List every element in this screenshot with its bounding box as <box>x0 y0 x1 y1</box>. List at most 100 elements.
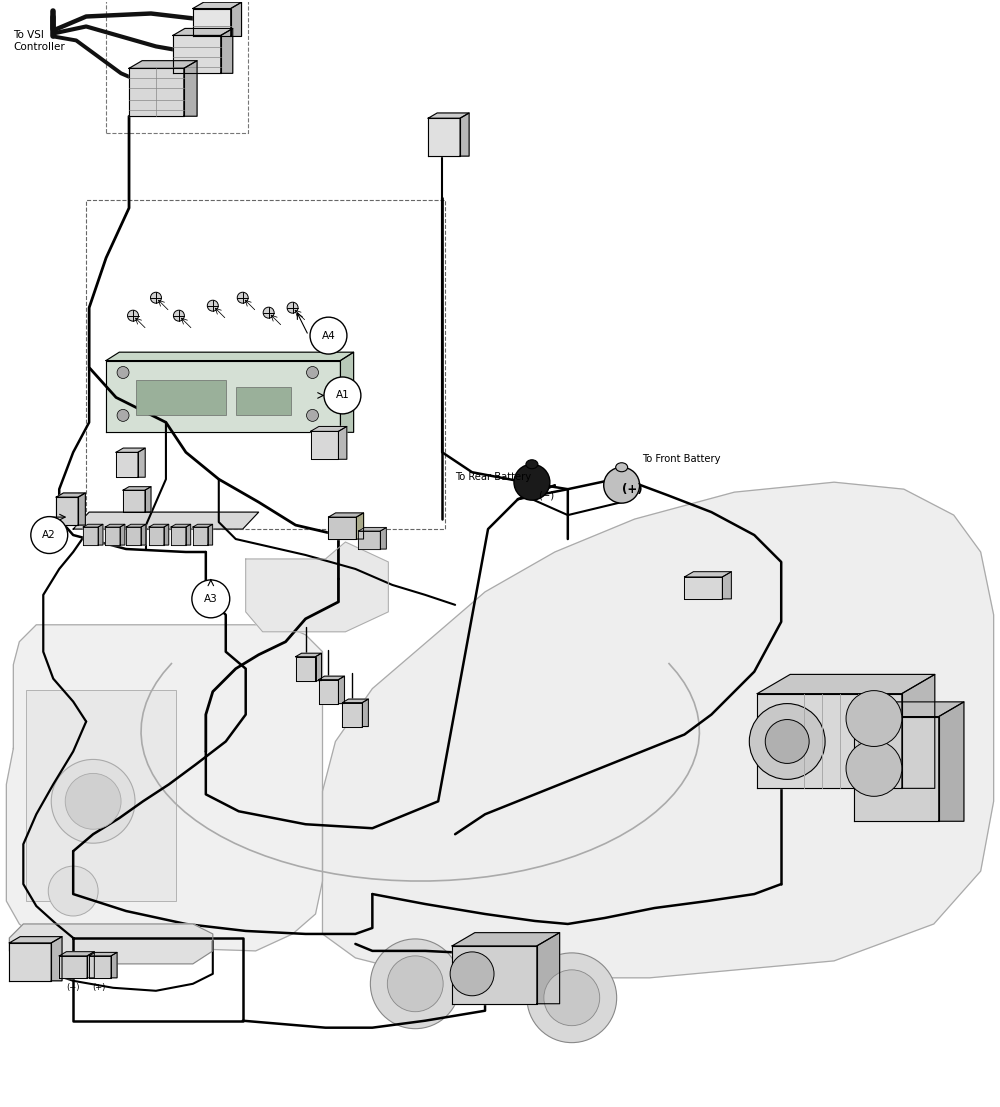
Polygon shape <box>328 513 364 517</box>
Polygon shape <box>460 113 469 156</box>
Polygon shape <box>56 497 78 525</box>
Polygon shape <box>78 493 85 525</box>
Circle shape <box>117 410 129 422</box>
Text: A4: A4 <box>322 331 335 341</box>
Bar <box>106 0 248 133</box>
Polygon shape <box>342 700 368 703</box>
Polygon shape <box>362 700 368 726</box>
Polygon shape <box>186 525 191 545</box>
Circle shape <box>846 741 902 796</box>
Polygon shape <box>316 653 321 681</box>
Polygon shape <box>56 493 85 497</box>
Circle shape <box>263 307 274 318</box>
Polygon shape <box>246 542 388 632</box>
Polygon shape <box>138 448 145 477</box>
Polygon shape <box>184 61 197 116</box>
Polygon shape <box>338 676 344 704</box>
Polygon shape <box>173 35 221 73</box>
Polygon shape <box>684 577 722 599</box>
Polygon shape <box>757 674 935 694</box>
Polygon shape <box>116 448 145 453</box>
Text: To Front Battery: To Front Battery <box>642 454 720 464</box>
Polygon shape <box>311 426 347 432</box>
Polygon shape <box>319 680 338 704</box>
Polygon shape <box>89 952 117 955</box>
Polygon shape <box>358 528 386 531</box>
Text: A2: A2 <box>42 530 56 540</box>
Polygon shape <box>380 528 386 549</box>
Polygon shape <box>145 487 151 513</box>
Circle shape <box>128 310 139 321</box>
Text: A1: A1 <box>336 391 349 401</box>
Polygon shape <box>428 113 469 118</box>
Polygon shape <box>105 527 120 545</box>
Polygon shape <box>296 656 316 681</box>
Polygon shape <box>328 517 356 539</box>
Polygon shape <box>358 531 380 549</box>
Polygon shape <box>340 352 354 433</box>
Circle shape <box>514 464 550 500</box>
Polygon shape <box>111 952 117 977</box>
Polygon shape <box>173 29 233 35</box>
Polygon shape <box>98 525 103 545</box>
Polygon shape <box>83 527 98 545</box>
Polygon shape <box>722 571 731 599</box>
Polygon shape <box>939 702 964 821</box>
Bar <box>26 690 176 901</box>
Circle shape <box>310 318 347 354</box>
Polygon shape <box>171 527 186 545</box>
Circle shape <box>207 300 218 311</box>
Circle shape <box>324 377 361 414</box>
Circle shape <box>527 953 617 1043</box>
Ellipse shape <box>616 463 628 472</box>
Circle shape <box>48 866 98 915</box>
Polygon shape <box>105 525 125 527</box>
Circle shape <box>307 366 319 379</box>
Polygon shape <box>193 527 208 545</box>
Polygon shape <box>123 487 151 490</box>
Circle shape <box>31 517 68 554</box>
Polygon shape <box>59 952 94 955</box>
Polygon shape <box>231 2 242 37</box>
Polygon shape <box>171 525 191 527</box>
Polygon shape <box>537 932 560 1004</box>
Polygon shape <box>311 432 338 459</box>
Circle shape <box>287 302 298 313</box>
Ellipse shape <box>526 459 538 468</box>
Polygon shape <box>9 943 51 981</box>
Circle shape <box>370 939 460 1028</box>
Text: To Rear Battery: To Rear Battery <box>455 473 531 483</box>
Circle shape <box>544 970 600 1026</box>
Polygon shape <box>9 937 62 943</box>
Polygon shape <box>51 937 62 981</box>
Polygon shape <box>452 932 560 945</box>
Polygon shape <box>854 716 939 821</box>
Polygon shape <box>902 674 935 788</box>
Bar <box>136 381 226 415</box>
Bar <box>86 200 445 529</box>
Circle shape <box>173 310 184 321</box>
Polygon shape <box>757 694 902 788</box>
Polygon shape <box>428 118 460 156</box>
Circle shape <box>150 292 161 303</box>
Polygon shape <box>164 525 169 545</box>
Circle shape <box>450 952 494 996</box>
Polygon shape <box>126 525 146 527</box>
Circle shape <box>51 759 135 844</box>
Text: (−): (−) <box>538 490 554 500</box>
Circle shape <box>749 704 825 779</box>
Circle shape <box>307 410 319 422</box>
Polygon shape <box>193 9 231 37</box>
Polygon shape <box>193 2 242 9</box>
Circle shape <box>237 292 248 303</box>
Polygon shape <box>106 352 354 361</box>
Polygon shape <box>141 525 146 545</box>
Text: A3: A3 <box>204 593 218 604</box>
Polygon shape <box>73 513 259 529</box>
Text: To VSI
Controller: To VSI Controller <box>13 31 65 52</box>
Polygon shape <box>59 955 87 977</box>
Polygon shape <box>126 527 141 545</box>
Circle shape <box>765 720 809 764</box>
Circle shape <box>846 691 902 746</box>
Polygon shape <box>149 525 169 527</box>
